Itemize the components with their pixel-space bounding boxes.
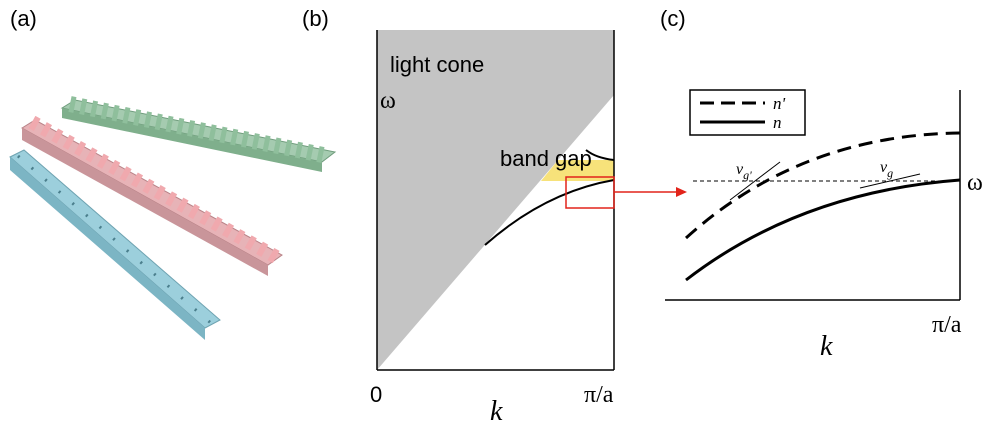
panel-label: (a) <box>10 6 37 31</box>
x-start-label: 0 <box>370 382 382 407</box>
x-end-label: π/a <box>932 312 962 338</box>
page: (a) (b) ω light cone band gap 0 π/a k (c… <box>0 0 992 427</box>
subscript: g' <box>743 168 752 182</box>
legend-label: n' <box>773 94 786 113</box>
omega-label: ω <box>380 88 396 114</box>
panel-label: (b) <box>302 6 329 31</box>
panel-label: (c) <box>660 6 686 31</box>
subscript: g <box>887 166 893 180</box>
vg-prime-label: vg' <box>736 161 752 182</box>
legend-label: n <box>773 113 782 132</box>
vg-label: vg <box>880 159 893 180</box>
curve-n <box>686 180 960 280</box>
omega-label: ω <box>967 170 983 196</box>
k-label: k <box>820 331 833 362</box>
light-cone-region <box>377 30 614 370</box>
light-cone-label: light cone <box>390 52 484 77</box>
band-gap-label: band gap <box>500 146 592 171</box>
k-label: k <box>490 396 503 427</box>
figure: (a) (b) ω light cone band gap 0 π/a k (c… <box>0 0 992 427</box>
arrow-head <box>676 187 687 197</box>
legend-box <box>690 90 805 135</box>
x-end-label: π/a <box>584 382 614 408</box>
